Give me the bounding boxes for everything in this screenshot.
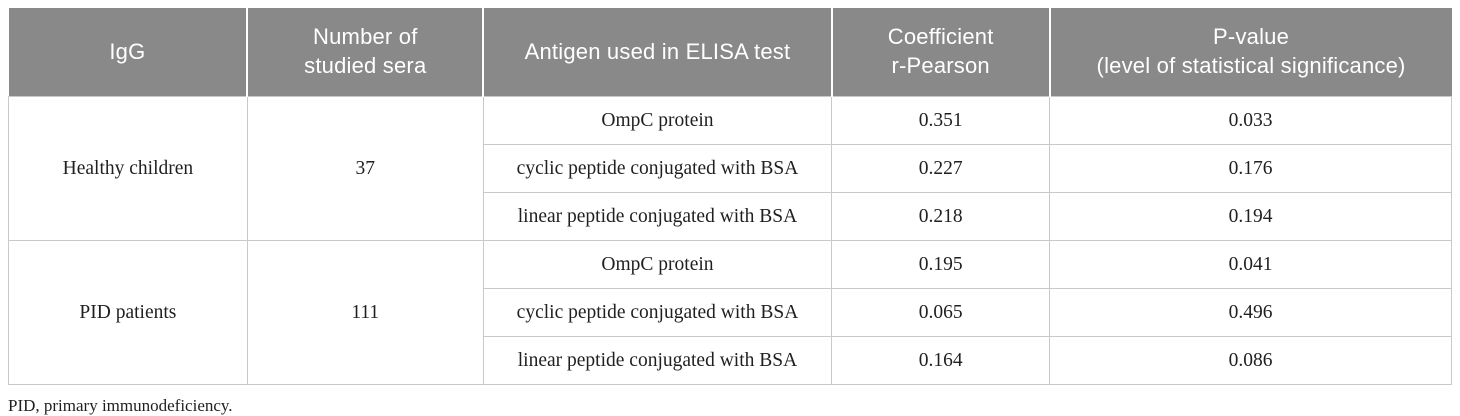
header-cell-igg: IgG bbox=[8, 8, 248, 97]
group-label-cell: PID patients bbox=[8, 240, 248, 385]
p-value-cell: 0.041 bbox=[1049, 240, 1452, 289]
header-label-line1: P-value bbox=[1213, 24, 1290, 50]
header-cell-number-of-studied-sera: Number of studied sera bbox=[246, 8, 484, 97]
r-pearson-cell: 0.164 bbox=[831, 336, 1051, 385]
header-label: Antigen used in ELISA test bbox=[524, 38, 791, 64]
r-pearson-cell: 0.351 bbox=[831, 96, 1051, 145]
p-value-cell: 0.086 bbox=[1049, 336, 1452, 385]
header-cell-p-value: P-value (level of statistical significan… bbox=[1048, 8, 1452, 97]
table-row: cyclic peptide conjugated with BSA 0.065… bbox=[9, 288, 1452, 337]
antigen-cell: cyclic peptide conjugated with BSA bbox=[482, 144, 833, 193]
table-row: cyclic peptide conjugated with BSA 0.227… bbox=[9, 144, 1452, 193]
table-row: Healthy children 37 OmpC protein 0.351 0… bbox=[8, 96, 1452, 241]
correlation-table: IgG Number of studied sera Antigen used … bbox=[8, 8, 1452, 385]
header-label-line2: (level of statistical significance) bbox=[1096, 53, 1406, 78]
p-value-cell: 0.033 bbox=[1049, 96, 1452, 145]
antigen-cell: OmpC protein bbox=[482, 240, 833, 289]
p-value-cell: 0.194 bbox=[1049, 192, 1452, 241]
header-row: IgG Number of studied sera Antigen used … bbox=[8, 8, 1452, 97]
table-header: IgG Number of studied sera Antigen used … bbox=[8, 8, 1452, 97]
r-pearson-cell: 0.065 bbox=[831, 288, 1051, 337]
antigen-cell: linear peptide conjugated with BSA bbox=[482, 336, 833, 385]
table-row: PID patients 111 OmpC protein 0.195 0.04… bbox=[8, 240, 1452, 385]
table-body: Healthy children 37 OmpC protein 0.351 0… bbox=[8, 96, 1452, 385]
header-label: IgG bbox=[109, 38, 146, 64]
r-pearson-cell: 0.227 bbox=[831, 144, 1051, 193]
table-row: linear peptide conjugated with BSA 0.164… bbox=[9, 336, 1452, 385]
header-label-line1: Coefficient bbox=[887, 24, 994, 50]
header-cell-coefficient-r-pearson: Coefficient r-Pearson bbox=[830, 8, 1050, 97]
table-row: linear peptide conjugated with BSA 0.218… bbox=[9, 192, 1452, 241]
header-label-line1: Number of bbox=[313, 24, 418, 50]
p-value-cell: 0.496 bbox=[1049, 288, 1452, 337]
header-label-line2: studied sera bbox=[304, 53, 427, 78]
header-label-line2: r-Pearson bbox=[891, 53, 990, 78]
p-value-cell: 0.176 bbox=[1049, 144, 1452, 193]
antigen-cell: OmpC protein bbox=[482, 96, 833, 145]
r-pearson-cell: 0.195 bbox=[831, 240, 1051, 289]
header-cell-antigen: Antigen used in ELISA test bbox=[482, 8, 832, 97]
antigen-cell: linear peptide conjugated with BSA bbox=[482, 192, 833, 241]
table-footnote: PID, primary immunodeficiency. bbox=[8, 396, 233, 415]
antigen-cell: cyclic peptide conjugated with BSA bbox=[482, 288, 833, 337]
r-pearson-cell: 0.218 bbox=[831, 192, 1051, 241]
group-label-cell: Healthy children bbox=[8, 96, 248, 241]
group-sera-count-cell: 111 bbox=[246, 240, 484, 385]
group-sera-count-cell: 37 bbox=[246, 96, 484, 241]
